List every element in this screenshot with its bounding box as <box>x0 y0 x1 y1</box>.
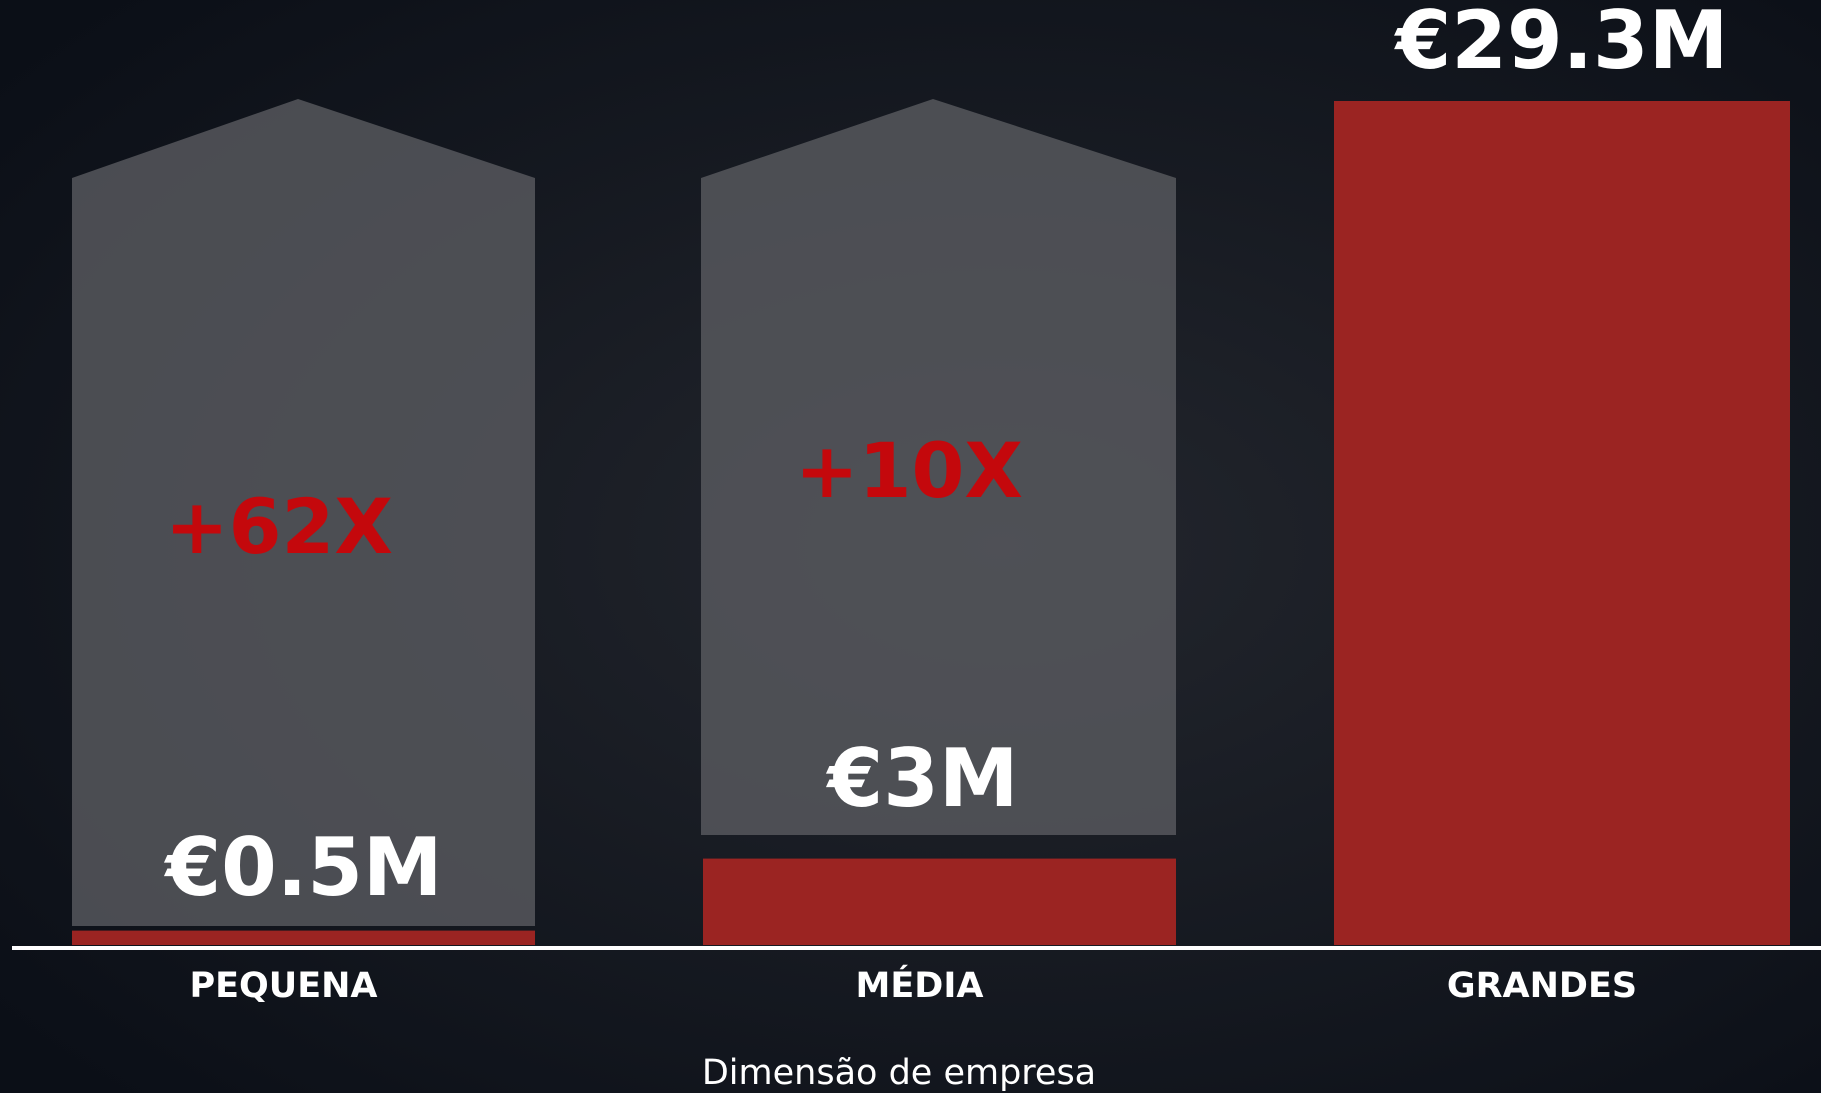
bar <box>1334 101 1790 945</box>
backdrop-shape <box>72 99 535 926</box>
bar <box>703 858 1176 945</box>
x-tick-label: MÉDIA <box>856 964 984 1006</box>
annotation: +62X <box>165 482 393 571</box>
bar <box>72 930 535 945</box>
annotation: +10X <box>795 426 1023 515</box>
x-tick-label: GRANDES <box>1447 966 1637 1006</box>
backdrop-shape <box>701 99 1176 835</box>
value-label: €0.5M <box>164 821 443 914</box>
value-label: €29.3M <box>1394 0 1729 87</box>
x-axis-title: Dimensão de empresa <box>702 1053 1096 1093</box>
value-label: €3M <box>826 732 1019 825</box>
x-tick-label: PEQUENA <box>189 966 377 1006</box>
